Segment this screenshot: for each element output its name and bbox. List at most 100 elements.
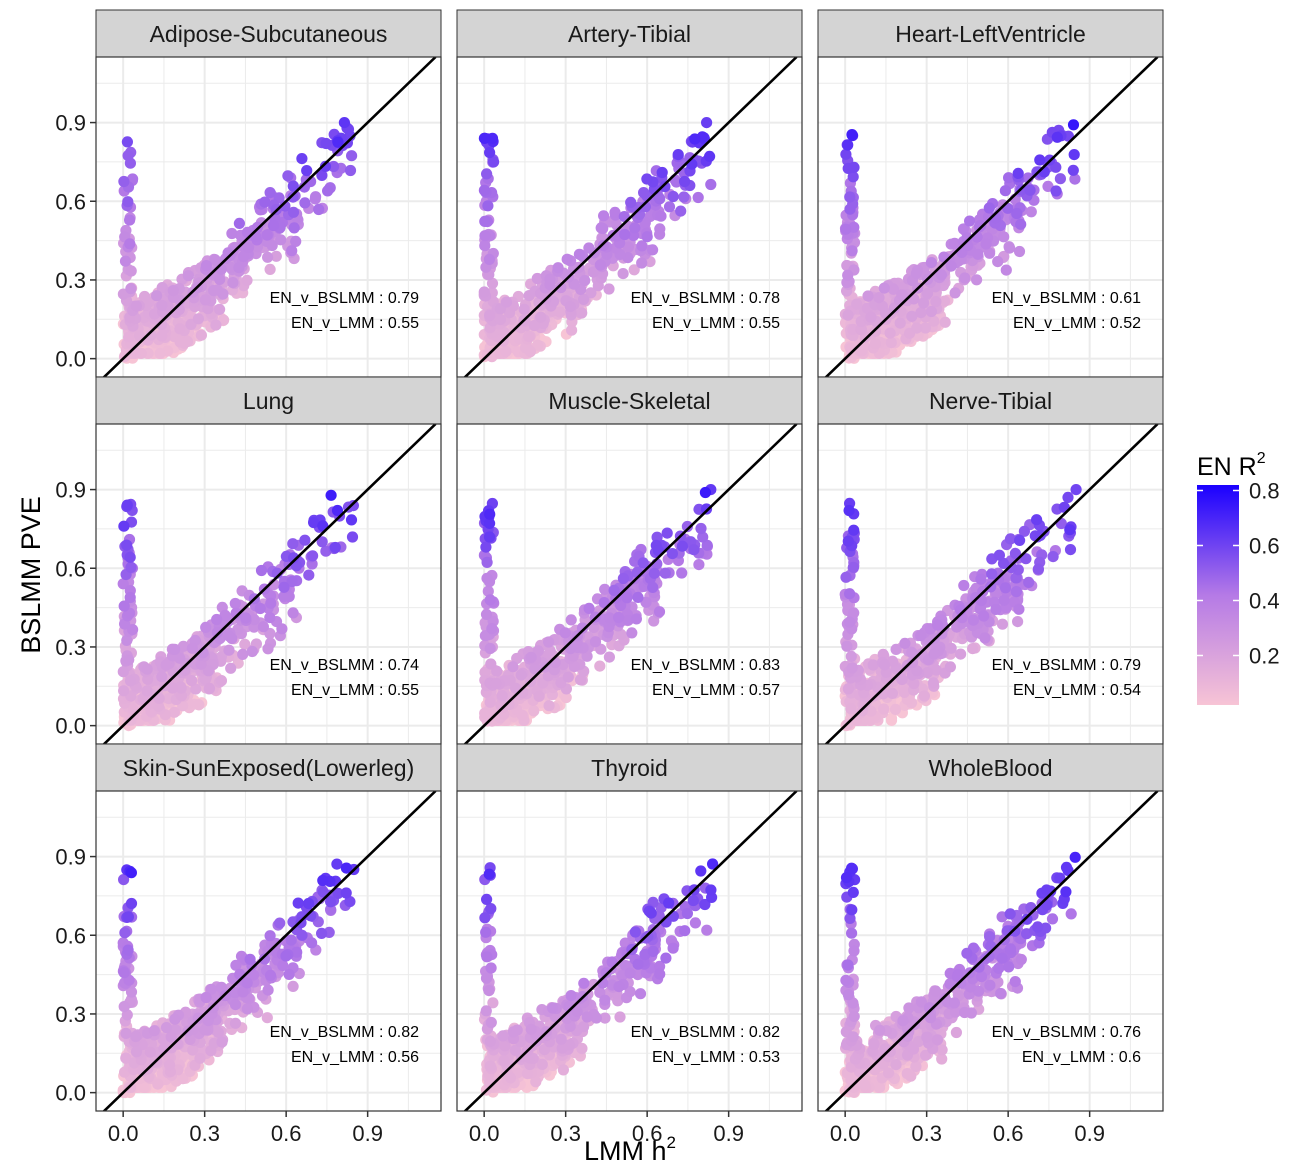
scatter-point (844, 191, 856, 203)
scatter-point (1070, 484, 1082, 496)
scatter-point (207, 1002, 219, 1014)
scatter-point (925, 305, 938, 318)
scatter-point (851, 298, 863, 310)
scatter-point (655, 210, 667, 222)
scatter-point (653, 606, 666, 618)
scatter-point (543, 636, 555, 648)
scatter-point (117, 578, 129, 590)
scatter-point (215, 675, 227, 687)
scatter-point (193, 699, 205, 711)
scatter-point (619, 228, 631, 241)
scatter-point (927, 677, 940, 689)
scatter-point (332, 136, 344, 148)
scatter-point (573, 248, 586, 260)
scatter-point (889, 703, 902, 716)
scatter-point (659, 181, 671, 193)
scatter-point (287, 538, 299, 550)
x-tick-label: 0.9 (352, 1121, 383, 1146)
scatter-point (511, 1024, 523, 1036)
facet-title: Skin-SunExposed(Lowerleg) (123, 755, 415, 781)
scatter-point (886, 687, 899, 700)
scatter-point (958, 579, 970, 592)
scatter-point (613, 981, 625, 993)
scatter-point (275, 234, 287, 246)
scatter-point (622, 241, 635, 253)
scatter-point (679, 925, 691, 937)
scatter-point (211, 613, 223, 626)
scatter-point (233, 262, 245, 274)
scatter-point (908, 677, 920, 690)
scatter-point (486, 277, 499, 289)
scatter-point (479, 707, 491, 719)
scatter-point (636, 240, 648, 252)
scatter-point (688, 544, 700, 556)
scatter-point (229, 597, 241, 610)
facet-strip (456, 376, 803, 425)
scatter-point (117, 666, 129, 678)
point-layer (478, 117, 717, 363)
scatter-point (490, 677, 502, 690)
scatter-point (120, 1027, 132, 1039)
scatter-point (118, 967, 130, 979)
scatter-point (547, 1002, 559, 1014)
scatter-point (186, 675, 198, 687)
scatter-point (693, 559, 705, 571)
scatter-point (1062, 491, 1074, 503)
scatter-point (478, 184, 490, 196)
scatter-point (615, 628, 627, 641)
scatter-point (480, 541, 492, 553)
scatter-point (659, 567, 671, 579)
scatter-point (842, 683, 855, 695)
scatter-point (276, 623, 288, 635)
scatter-point (634, 988, 647, 1000)
scatter-point (484, 147, 496, 159)
stat-en-v-lmm: EN_v_LMM : 0.57 (652, 682, 780, 699)
scatter-point (484, 594, 496, 606)
scatter-point (178, 337, 190, 349)
scatter-point (1064, 524, 1076, 536)
scatter-point (280, 950, 292, 962)
scatter-point (169, 643, 181, 656)
scatter-point (192, 313, 204, 325)
scatter-point (264, 187, 276, 199)
scatter-point (628, 264, 640, 276)
scatter-point (152, 1078, 164, 1090)
scatter-point (868, 690, 880, 702)
scatter-point (124, 675, 137, 687)
scatter-point (896, 289, 908, 301)
scatter-point (500, 345, 512, 357)
scatter-point (1025, 206, 1037, 218)
scatter-point (167, 285, 179, 297)
scatter-point (560, 691, 572, 704)
scatter-point (578, 293, 590, 305)
scatter-point (122, 944, 134, 956)
scatter-point (125, 986, 138, 998)
scatter-point (187, 1044, 199, 1056)
scatter-point (930, 296, 942, 308)
scatter-point (887, 283, 900, 295)
scatter-point (641, 231, 653, 243)
scatter-point (167, 682, 179, 694)
scatter-point (842, 535, 854, 547)
scatter-point (484, 517, 496, 530)
scatter-point (530, 1076, 542, 1088)
scatter-point (1013, 245, 1026, 258)
scatter-point (303, 569, 315, 581)
scatter-point (190, 683, 202, 695)
scatter-point (689, 917, 702, 929)
scatter-point (585, 287, 597, 299)
scatter-point (637, 557, 649, 569)
scatter-point (862, 290, 874, 302)
scatter-point (681, 520, 694, 533)
scatter-point (675, 205, 687, 217)
scatter-point (589, 636, 602, 648)
scatter-point (211, 626, 223, 639)
scatter-point (921, 667, 934, 679)
scatter-point (918, 690, 931, 702)
scatter-point (484, 642, 496, 655)
scatter-point (145, 329, 157, 341)
scatter-point (626, 627, 638, 639)
scatter-point (237, 251, 250, 263)
scatter-point (121, 634, 133, 647)
scatter-point (1011, 207, 1023, 220)
